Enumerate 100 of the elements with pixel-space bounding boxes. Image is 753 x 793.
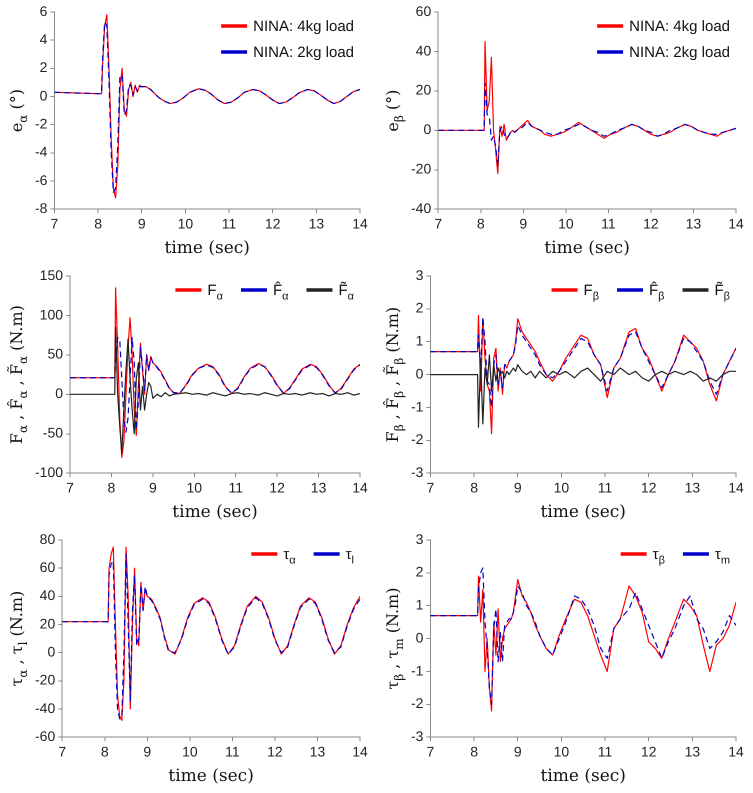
legend-label: NINA: 4kg load: [629, 18, 730, 35]
y-tick-label: 0: [55, 385, 64, 402]
y-tick-label: 3: [416, 266, 424, 283]
y-tick-label: 2: [40, 59, 48, 76]
x-tick-label: 12: [640, 479, 657, 496]
x-tick-label: 13: [684, 743, 700, 760]
x-tick-label: 11: [601, 215, 616, 232]
y-tick-label: 2: [416, 564, 424, 580]
y-tick-label: -2: [34, 116, 48, 132]
y-tick-label: -3: [410, 728, 424, 744]
x-tick-label: 11: [598, 743, 613, 760]
y-tick-label: 0: [416, 629, 424, 646]
y-tick-label: 150: [40, 266, 64, 283]
y-axis-title: eβ (°): [383, 90, 406, 132]
x-tick-label: 9: [143, 743, 152, 760]
y-tick-label: -20: [411, 160, 432, 177]
y-tick-label: 50: [47, 346, 64, 362]
y-tick-label: 0: [40, 87, 48, 104]
x-tick-label: 13: [686, 215, 702, 232]
y-tick-label: 4: [40, 31, 48, 48]
x-tick-label: 7: [426, 743, 435, 760]
y-axis-title: Fα , F̂α , F̃α (N.m): [7, 305, 30, 444]
y-tick-label: -40: [411, 200, 432, 216]
x-tick-label: 8: [108, 479, 116, 496]
x-tick-label: 12: [640, 743, 657, 760]
y-axis-title: eα (°): [7, 89, 30, 132]
x-tick-label: 7: [426, 479, 435, 496]
y-tick-label: -8: [34, 200, 48, 216]
y-tick-label: 20: [416, 82, 432, 98]
y-tick-label: -20: [35, 672, 56, 688]
y-tick-label: -2: [410, 431, 424, 448]
y-tick-label: -4: [34, 144, 48, 160]
y-tick-label: 1: [416, 596, 424, 613]
y-tick-label: 20: [40, 615, 56, 632]
y-tick-label: 40: [416, 42, 432, 58]
y-tick-label: -6: [34, 172, 48, 188]
x-tick-label: 9: [514, 479, 522, 496]
x-tick-label: 8: [100, 743, 109, 760]
x-tick-label: 14: [728, 479, 744, 496]
y-tick-label: 3: [416, 530, 424, 547]
y-tick-label: 2: [416, 300, 424, 316]
y-tick-label: -1: [410, 662, 424, 678]
line-series: [430, 316, 736, 408]
x-axis-title: time (sec): [168, 766, 254, 786]
x-axis-title: time (sec): [544, 238, 630, 258]
y-tick-label: -50: [42, 424, 64, 441]
legend-label: NINA: 2kg load: [629, 44, 730, 61]
x-tick-label: 12: [264, 215, 281, 232]
y-tick-label: -1: [410, 398, 424, 414]
y-tick-label: 80: [40, 530, 56, 547]
x-tick-label: 11: [225, 743, 240, 760]
y-tick-label: 6: [40, 2, 48, 19]
y-tick-label: 0: [423, 121, 432, 138]
x-axis-title: time (sec): [540, 502, 626, 522]
x-tick-label: 12: [643, 215, 659, 232]
x-tick-label: 8: [94, 215, 102, 232]
y-tick-label: -60: [35, 728, 56, 744]
y-axis-title: τβ , τm (N.m): [383, 588, 406, 690]
y-tick-label: 60: [40, 559, 56, 576]
x-tick-label: 14: [728, 215, 744, 232]
y-axis-title: Fβ , F̂β , F̃β (N.m): [383, 306, 406, 442]
x-axis-title: time (sec): [172, 502, 258, 522]
y-tick-label: -100: [34, 464, 64, 480]
x-tick-label: 13: [310, 479, 327, 496]
x-tick-label: 8: [476, 215, 485, 232]
y-tick-label: -40: [35, 700, 56, 716]
x-tick-label: 11: [228, 479, 244, 496]
y-tick-label: 0: [47, 644, 56, 660]
y-tick-label: 60: [416, 2, 432, 19]
legend-label: NINA: 2kg load: [253, 44, 354, 61]
x-axis-title: time (sec): [164, 238, 250, 258]
x-tick-label: 11: [598, 479, 613, 496]
x-tick-label: 13: [308, 215, 324, 232]
x-tick-label: 10: [554, 479, 570, 496]
x-tick-label: 9: [519, 215, 528, 232]
x-tick-label: 10: [182, 743, 198, 760]
x-tick-label: 14: [352, 479, 368, 496]
x-tick-label: 7: [50, 215, 59, 232]
x-tick-label: 7: [66, 479, 74, 496]
y-tick-label: 1: [416, 332, 424, 349]
x-tick-label: 8: [470, 743, 478, 760]
x-tick-label: 8: [470, 479, 478, 496]
y-tick-label: 100: [40, 306, 64, 322]
y-tick-label: 40: [40, 587, 56, 604]
x-tick-label: 7: [434, 215, 442, 232]
x-tick-label: 10: [186, 479, 202, 496]
x-tick-label: 12: [267, 743, 283, 760]
x-tick-label: 13: [684, 479, 700, 496]
x-tick-label: 9: [148, 479, 157, 496]
x-tick-label: 13: [310, 743, 326, 760]
x-tick-label: 9: [138, 215, 146, 232]
x-axis-title: time (sec): [540, 766, 626, 786]
y-tick-label: -3: [410, 464, 424, 480]
y-tick-label: -2: [410, 695, 424, 712]
x-tick-label: 11: [222, 215, 237, 232]
x-tick-label: 14: [728, 743, 744, 760]
y-tick-label: 0: [416, 365, 424, 382]
x-tick-label: 9: [514, 743, 522, 760]
y-axis-title: τα , τl (N.m): [7, 590, 30, 686]
line-series: [438, 82, 736, 166]
